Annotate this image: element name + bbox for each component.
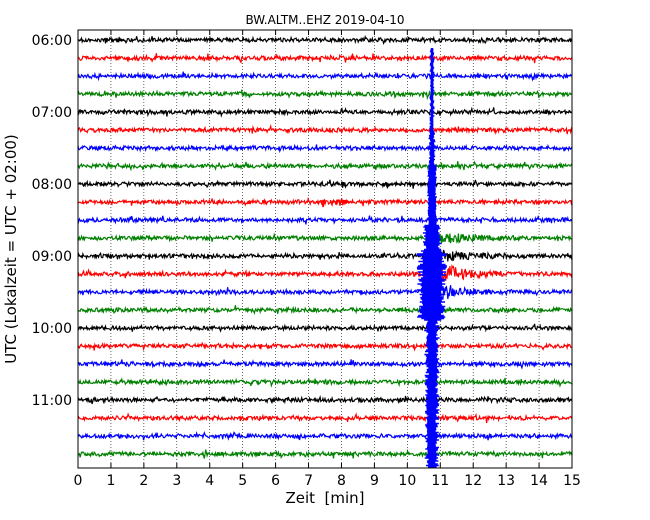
trace-line	[77, 394, 573, 405]
x-tick-label: 9	[370, 473, 379, 489]
x-tick-label: 2	[139, 473, 148, 489]
trace-line	[77, 179, 573, 190]
x-tick-label: 4	[205, 473, 214, 489]
trace-burst	[331, 198, 352, 206]
trace-line	[77, 34, 573, 45]
trace-line	[77, 448, 573, 460]
y-axis-label: UTC (Lokalzeit = UTC + 02:00)	[2, 134, 20, 364]
x-tick-label: 1	[106, 473, 115, 489]
y-tick-label: 06:00	[32, 33, 72, 49]
x-tick-label: 7	[304, 473, 313, 489]
trace-line	[77, 377, 573, 388]
trace-line	[77, 305, 573, 316]
trace-line	[77, 359, 573, 370]
earthquake-event	[416, 48, 447, 468]
x-tick-label: 10	[398, 473, 416, 489]
x-tick-label: 6	[271, 473, 280, 489]
trace-line	[77, 412, 573, 424]
trace-line	[77, 88, 573, 101]
x-tick-label: 12	[464, 473, 482, 489]
x-tick-label: 0	[74, 473, 83, 489]
x-tick-label: 15	[563, 473, 581, 489]
trace-burst	[382, 182, 393, 190]
trace-burst	[320, 198, 327, 208]
trace-line	[77, 214, 573, 225]
trace-series	[77, 34, 573, 460]
y-tick-label: 11:00	[32, 393, 72, 409]
trace-line	[77, 430, 573, 441]
x-axis: 0 1 2 3 4 5 6 7 8 9 10 11 12 13 14 15	[74, 30, 581, 489]
trace-line	[77, 232, 573, 249]
trace-line	[77, 323, 573, 333]
trace-burst	[114, 36, 125, 43]
y-tick-label: 08:00	[32, 177, 72, 193]
x-tick-label: 11	[431, 473, 449, 489]
trace-line	[77, 249, 573, 265]
x-tick-label: 3	[172, 473, 181, 489]
x-tick-label: 8	[337, 473, 346, 489]
trace-line	[77, 71, 573, 82]
trace-line	[77, 143, 573, 154]
x-tick-label: 14	[530, 473, 548, 489]
trace-line	[77, 260, 573, 287]
trace-line	[77, 53, 573, 64]
trace-line	[77, 341, 573, 352]
y-tick-label: 10:00	[32, 321, 72, 337]
x-tick-label: 13	[497, 473, 515, 489]
y-tick-label: 09:00	[32, 249, 72, 265]
x-tick-label: 5	[238, 473, 247, 489]
trace-line	[77, 160, 573, 172]
plot-frame	[77, 29, 573, 469]
grid-lines	[110, 30, 540, 468]
x-axis-label: Zeit [min]	[285, 489, 364, 507]
trace-line	[77, 123, 573, 136]
y-tick-label: 07:00	[32, 105, 72, 121]
trace-line	[77, 285, 573, 301]
chart-title: BW.ALTM..EHZ 2019-04-10	[245, 13, 404, 27]
y-axis: 06:00 07:00 08:00 09:00 10:00 11:00	[32, 33, 572, 409]
trace-line	[77, 106, 573, 118]
